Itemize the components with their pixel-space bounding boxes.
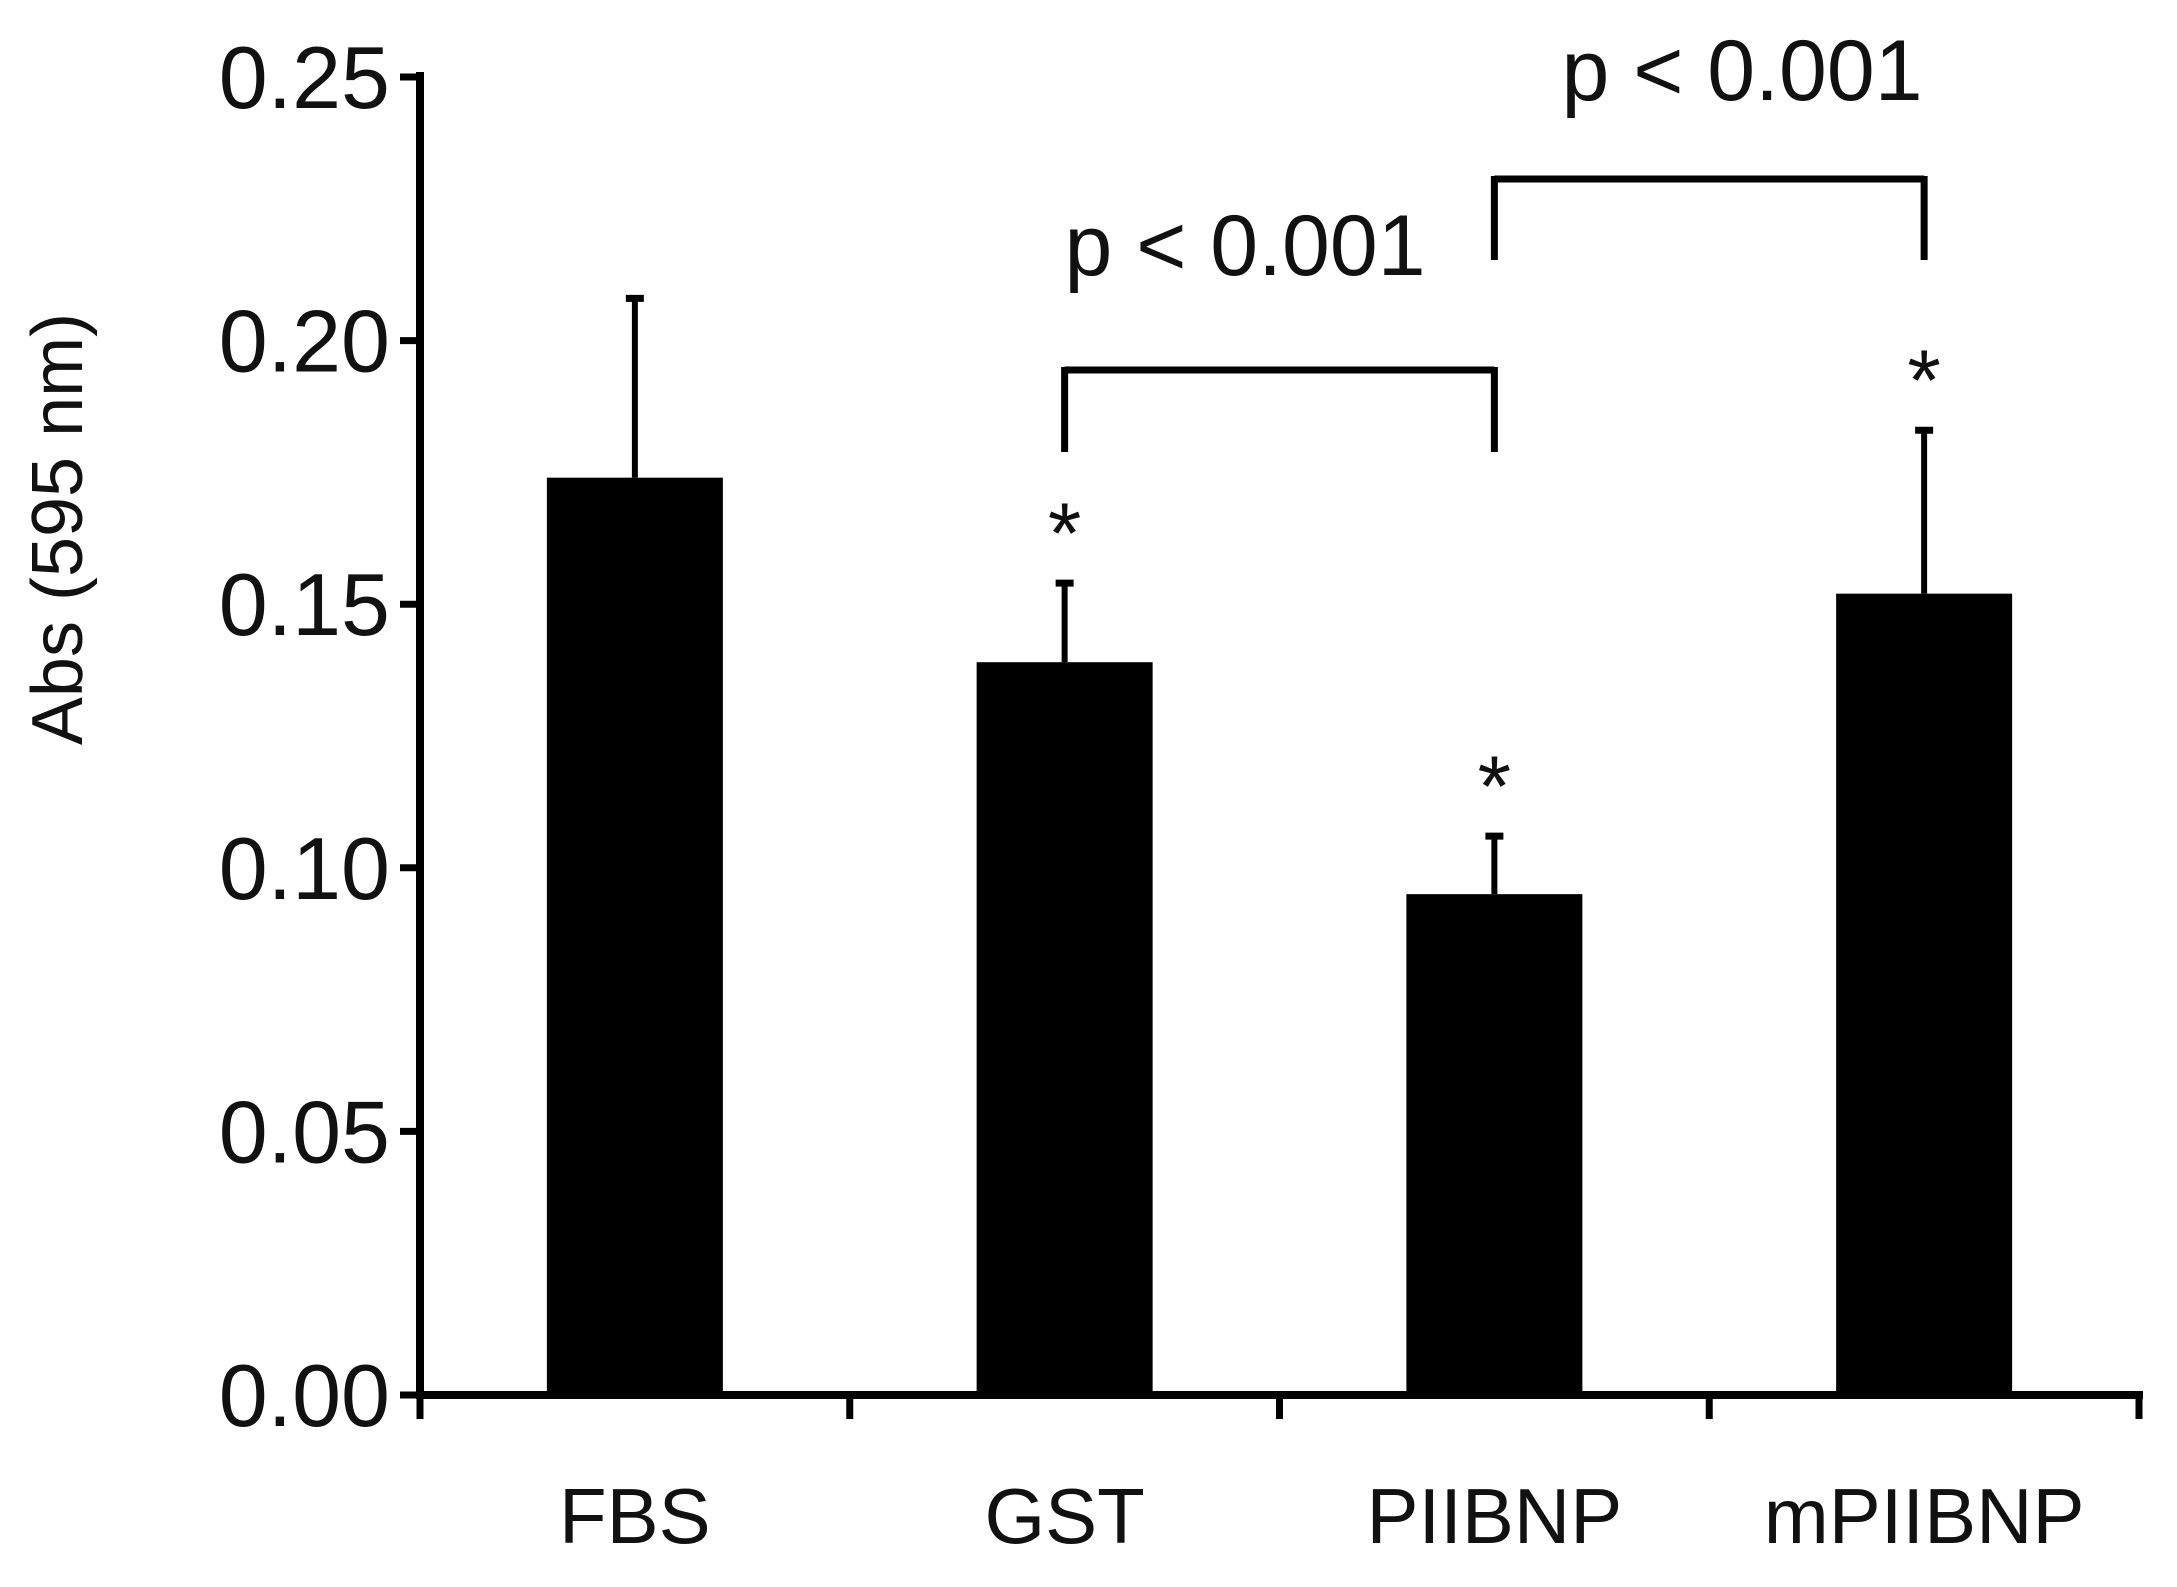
y-tick-label: 0.10 — [219, 819, 390, 918]
x-tick-label: mPIIBNP — [1764, 1472, 2085, 1560]
x-axis: FBS GST PIIBNP mPIIBNP — [416, 1391, 2143, 1560]
x-tick-label: GST — [984, 1472, 1144, 1560]
y-tick-label: 0.15 — [219, 555, 390, 654]
bar-mpiibnp — [1836, 593, 2013, 1395]
significance-marks: * * * — [1048, 333, 1941, 835]
comparison-brackets: p < 0.001 p < 0.001 — [1061, 23, 1928, 452]
y-tick-label: 0.25 — [219, 28, 390, 127]
significance-star: * — [1478, 739, 1511, 835]
y-axis: 0.00 0.05 0.10 0.15 0.20 0.25 — [219, 28, 424, 1445]
error-bars — [625, 294, 1934, 895]
y-axis-title: Abs (595 nm) — [18, 313, 98, 745]
bar-gst — [976, 662, 1153, 1395]
p-value-label: p < 0.001 — [1064, 198, 1425, 294]
y-tick-label: 0.00 — [219, 1346, 390, 1445]
y-tick-label: 0.05 — [219, 1082, 390, 1181]
comparison-bracket: p < 0.001 — [1490, 23, 1928, 260]
x-tick-label: PIIBNP — [1367, 1472, 1623, 1560]
significance-star: * — [1907, 333, 1940, 429]
p-value-label: p < 0.001 — [1561, 23, 1922, 119]
y-tick-label: 0.20 — [219, 292, 390, 391]
bar-piibnp — [1406, 894, 1583, 1395]
bar-fbs — [546, 477, 723, 1395]
bars — [546, 477, 2013, 1395]
x-tick-label: FBS — [559, 1472, 711, 1560]
significance-star: * — [1048, 486, 1081, 582]
comparison-bracket: p < 0.001 — [1061, 198, 1498, 452]
